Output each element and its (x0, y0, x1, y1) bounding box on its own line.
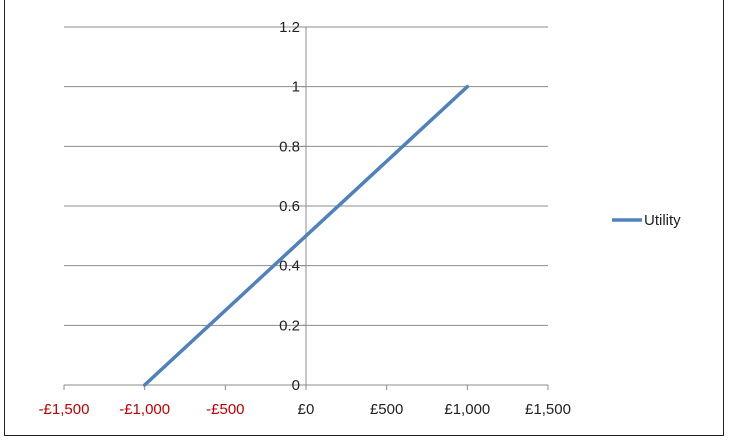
y-tick-label: 0 (292, 377, 300, 394)
y-tick-label: 0.6 (279, 198, 300, 215)
y-tick-label: 0.2 (279, 317, 300, 334)
x-tick-label: £1,000 (444, 401, 490, 418)
chart-frame (4, 0, 724, 436)
x-tick-label: £1,500 (525, 401, 571, 418)
series-line-utility (142, 84, 470, 387)
x-tick-label: -£1,000 (119, 401, 170, 418)
y-tick-label: 1.2 (279, 19, 300, 36)
y-tick-label: 0.8 (279, 138, 300, 155)
x-tick-label: £0 (298, 401, 315, 418)
y-tick-label: 0.4 (279, 258, 300, 275)
x-tick-label: £500 (370, 401, 403, 418)
x-tick-label: -£500 (206, 401, 244, 418)
x-tick-label: -£1,500 (39, 401, 90, 418)
legend-label-utility: Utility (644, 212, 681, 229)
y-tick-label: 1 (292, 79, 300, 96)
